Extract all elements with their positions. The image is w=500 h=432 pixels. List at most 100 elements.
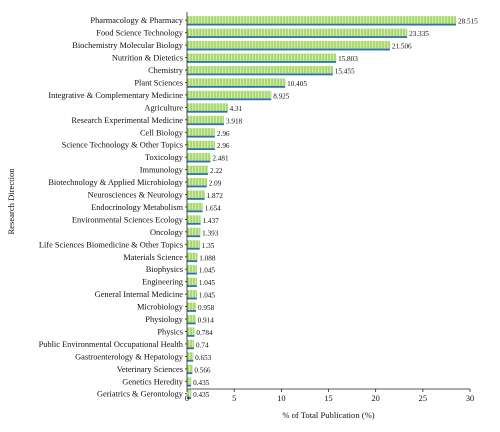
bar xyxy=(187,53,337,62)
bar-group xyxy=(187,65,333,76)
value-label: 2.22 xyxy=(210,167,223,175)
x-tick-label: 30 xyxy=(466,394,474,403)
category-label: Physiology xyxy=(145,315,184,324)
value-label: 2.481 xyxy=(212,155,229,163)
category-label: Genetics Heredity xyxy=(122,377,184,386)
value-label: 1.045 xyxy=(199,279,216,287)
bar xyxy=(187,90,272,99)
bar xyxy=(187,302,197,311)
value-label: 0.958 xyxy=(198,304,215,312)
bar-group xyxy=(187,389,192,400)
bar xyxy=(187,227,201,236)
bar-group xyxy=(187,41,390,51)
value-label: 10.405 xyxy=(287,80,307,88)
bar xyxy=(187,78,286,86)
value-label: 1.872 xyxy=(207,192,224,200)
category-label: Nutrition & Dietetics xyxy=(112,54,183,63)
category-label: Integrative & Complementary Medicine xyxy=(48,91,183,100)
value-label: 1.045 xyxy=(199,267,216,275)
bar-group xyxy=(187,90,272,101)
bar xyxy=(187,314,196,323)
bar xyxy=(187,215,201,223)
value-label: 3.918 xyxy=(226,117,243,125)
bar xyxy=(187,277,197,286)
bar-group xyxy=(187,277,197,287)
value-label: 15.455 xyxy=(335,68,355,76)
bar-group xyxy=(187,290,197,300)
value-label: 2.96 xyxy=(217,130,230,138)
category-label: Science Technology & Other Topics xyxy=(62,141,183,150)
x-axis-title: % of Total Publication (%) xyxy=(282,410,374,420)
category-label: Physics xyxy=(157,327,183,336)
bar-group xyxy=(187,327,195,337)
bar xyxy=(187,364,193,373)
value-label: 8.925 xyxy=(273,92,290,100)
value-label: 21.506 xyxy=(392,43,412,51)
category-label: Cell Biology xyxy=(140,128,184,137)
bar-group xyxy=(187,177,207,188)
bar xyxy=(187,115,224,124)
value-label: 28.515 xyxy=(458,18,478,26)
x-tick-label: 25 xyxy=(419,394,427,403)
bar xyxy=(187,153,211,161)
category-label: Endocrinology Metabolism xyxy=(91,203,183,212)
bar xyxy=(187,352,194,360)
value-label: 4.31 xyxy=(230,105,243,113)
x-tick-label: 15 xyxy=(324,394,332,403)
category-label: Engineering xyxy=(142,278,184,287)
bar xyxy=(187,339,194,348)
value-label: 1.088 xyxy=(199,254,216,262)
category-label: Life Sciences Biomedicine & Other Topics xyxy=(39,240,183,249)
bar-group xyxy=(187,103,228,113)
bar xyxy=(187,128,215,136)
bar xyxy=(187,177,207,186)
bar-group xyxy=(187,128,215,138)
category-label: Microbiology xyxy=(137,303,184,312)
category-label: General Internal Medicine xyxy=(95,290,184,299)
value-label: 0.435 xyxy=(193,379,210,387)
bar-group xyxy=(187,202,203,213)
bar-group xyxy=(187,377,192,387)
bar-group xyxy=(187,240,200,250)
category-label: Research Experimental Medicine xyxy=(71,116,183,125)
value-label: 0.566 xyxy=(194,366,211,374)
bar-group xyxy=(187,265,197,275)
bar-group xyxy=(187,165,208,175)
category-label: Agriculture xyxy=(144,103,183,112)
bar-group xyxy=(187,339,194,350)
value-label: 23.335 xyxy=(409,30,429,38)
bar xyxy=(187,190,205,199)
bar xyxy=(187,389,192,398)
value-label: 2.09 xyxy=(209,180,222,188)
category-label: Plant Sciences xyxy=(134,78,183,87)
bar-group xyxy=(187,153,211,163)
bar-group xyxy=(187,252,198,263)
bar-group xyxy=(187,78,286,88)
value-label: 15.803 xyxy=(338,55,358,63)
bar-group xyxy=(187,53,337,63)
value-label: 0.914 xyxy=(198,317,215,325)
bar xyxy=(187,327,195,335)
bar xyxy=(187,41,390,49)
category-labels: Pharmacology & Pharmacy Food Science Tech… xyxy=(39,16,184,399)
category-label: Immunology xyxy=(140,166,184,175)
value-label: 1.35 xyxy=(202,242,215,250)
x-tick-label: 10 xyxy=(277,394,285,403)
bar xyxy=(187,202,203,211)
bar-group xyxy=(187,364,193,375)
value-label: 1.045 xyxy=(199,292,216,300)
bar xyxy=(187,290,197,298)
bar xyxy=(187,140,215,149)
bar xyxy=(187,377,192,385)
category-label: Pharmacology & Pharmacy xyxy=(90,16,183,25)
value-label: 0.435 xyxy=(193,391,210,399)
bar-group xyxy=(187,314,196,325)
x-axis: 0 5 10 15 20 25 30 xyxy=(185,12,474,403)
x-tick-label: 5 xyxy=(232,394,236,403)
value-label: 1.437 xyxy=(203,217,220,225)
category-label: Veterinary Sciences xyxy=(117,365,183,374)
category-label: Geriatrics & Gerontology xyxy=(97,390,184,399)
bar-group xyxy=(187,115,224,126)
bar-group xyxy=(187,190,205,200)
